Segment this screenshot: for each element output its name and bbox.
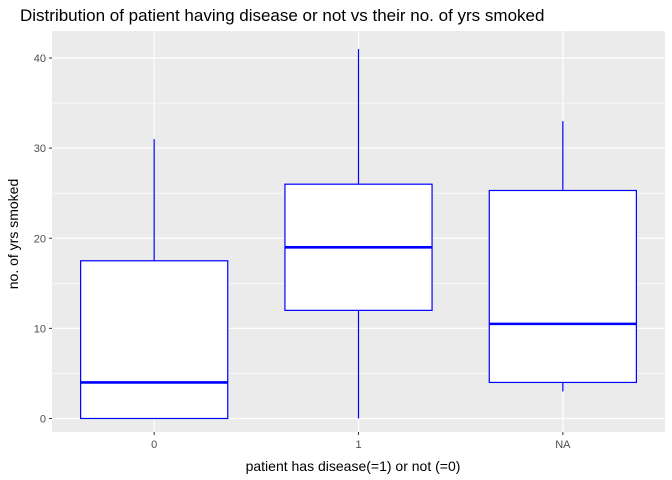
y-tick-label: 20 <box>34 233 46 245</box>
y-tick-label: 40 <box>34 53 46 65</box>
x-axis: 0 1 NA <box>151 432 571 451</box>
y-tick-label: 0 <box>40 413 46 425</box>
box-NA <box>488 121 637 392</box>
x-tick-label: NA <box>555 439 571 451</box>
chart-title: Distribution of patient having disease o… <box>20 6 544 25</box>
iqr-box <box>80 260 229 420</box>
y-tick-label: 30 <box>34 143 46 155</box>
x-tick-label: 1 <box>355 439 361 451</box>
y-axis-title: no. of yrs smoked <box>5 179 21 290</box>
box-0 <box>80 139 229 420</box>
boxes-layer <box>80 49 637 420</box>
iqr-box <box>488 189 637 384</box>
y-axis: 0 10 20 30 40 <box>34 53 52 425</box>
y-tick-label: 10 <box>34 323 46 335</box>
x-axis-title: patient has disease(=1) or not (=0) <box>246 458 461 474</box>
x-tick-label: 0 <box>151 439 157 451</box>
box-1 <box>284 49 433 419</box>
